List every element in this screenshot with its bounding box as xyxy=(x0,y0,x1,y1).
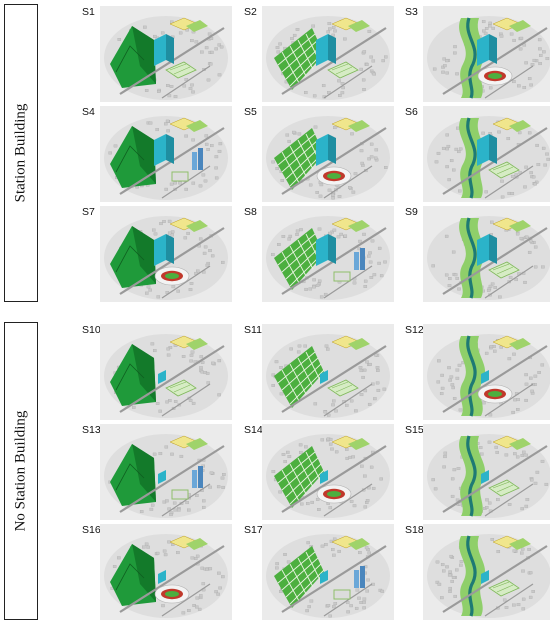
scenario-illustration xyxy=(262,424,394,520)
scenario-illustration xyxy=(100,424,232,520)
scenario-id-label: S10 xyxy=(82,324,101,336)
scenario-illustration xyxy=(262,524,394,620)
scenario-id-label: S6 xyxy=(405,106,418,118)
group-frame-no-station-building: No Station Building xyxy=(4,322,38,620)
scenario-s4: S4 xyxy=(82,106,250,206)
scenario-s6: S6 xyxy=(405,106,550,206)
scenario-illustration xyxy=(423,206,550,302)
scenario-s5: S5 xyxy=(244,106,412,206)
scenario-illustration xyxy=(423,524,550,620)
scenario-illustration xyxy=(262,206,394,302)
group-frame-station-building: Station Building xyxy=(4,4,38,302)
scenario-s18: S18 xyxy=(405,524,550,624)
scenario-s7: S7 xyxy=(82,206,250,306)
scenario-illustration xyxy=(262,324,394,420)
scenario-illustration xyxy=(423,324,550,420)
scenario-id-label: S2 xyxy=(244,6,257,18)
scenario-id-label: S12 xyxy=(405,324,424,336)
group-label-station-building: Station Building xyxy=(12,103,29,203)
scenario-illustration xyxy=(423,424,550,520)
scenario-s9: S9 xyxy=(405,206,550,306)
scenario-id-label: S9 xyxy=(405,206,418,218)
scenario-s2: S2 xyxy=(244,6,412,106)
scenario-id-label: S18 xyxy=(405,524,424,536)
scenario-illustration xyxy=(262,6,394,102)
scenario-s10: S10 xyxy=(82,324,250,424)
scenario-id-label: S5 xyxy=(244,106,257,118)
scenario-id-label: S7 xyxy=(82,206,95,218)
scenario-id-label: S4 xyxy=(82,106,95,118)
scenario-s16: S16 xyxy=(82,524,250,624)
scenario-illustration xyxy=(423,6,550,102)
scenario-id-label: S16 xyxy=(82,524,101,536)
scenario-id-label: S3 xyxy=(405,6,418,18)
scenario-id-label: S11 xyxy=(244,324,262,336)
scenario-id-label: S1 xyxy=(82,6,95,18)
scenario-s13: S13 xyxy=(82,424,250,524)
scenario-illustration xyxy=(100,324,232,420)
scenario-illustration xyxy=(262,106,394,202)
scenario-s3: S3 xyxy=(405,6,550,106)
scenario-s11: S11 xyxy=(244,324,412,424)
scenario-s1: S1 xyxy=(82,6,250,106)
scenario-illustration xyxy=(100,106,232,202)
scenario-id-label: S14 xyxy=(244,424,263,436)
scenario-s15: S15 xyxy=(405,424,550,524)
scenario-id-label: S13 xyxy=(82,424,101,436)
scenario-id-label: S15 xyxy=(405,424,424,436)
scenario-s14: S14 xyxy=(244,424,412,524)
scenario-id-label: S17 xyxy=(244,524,263,536)
scenario-illustration xyxy=(100,6,232,102)
scenario-illustration xyxy=(100,206,232,302)
scenario-illustration xyxy=(100,524,232,620)
scenario-s12: S12 xyxy=(405,324,550,424)
scenario-s17: S17 xyxy=(244,524,412,624)
scenario-id-label: S8 xyxy=(244,206,257,218)
scenario-s8: S8 xyxy=(244,206,412,306)
group-label-no-station-building: No Station Building xyxy=(12,410,29,532)
scenario-illustration xyxy=(423,106,550,202)
